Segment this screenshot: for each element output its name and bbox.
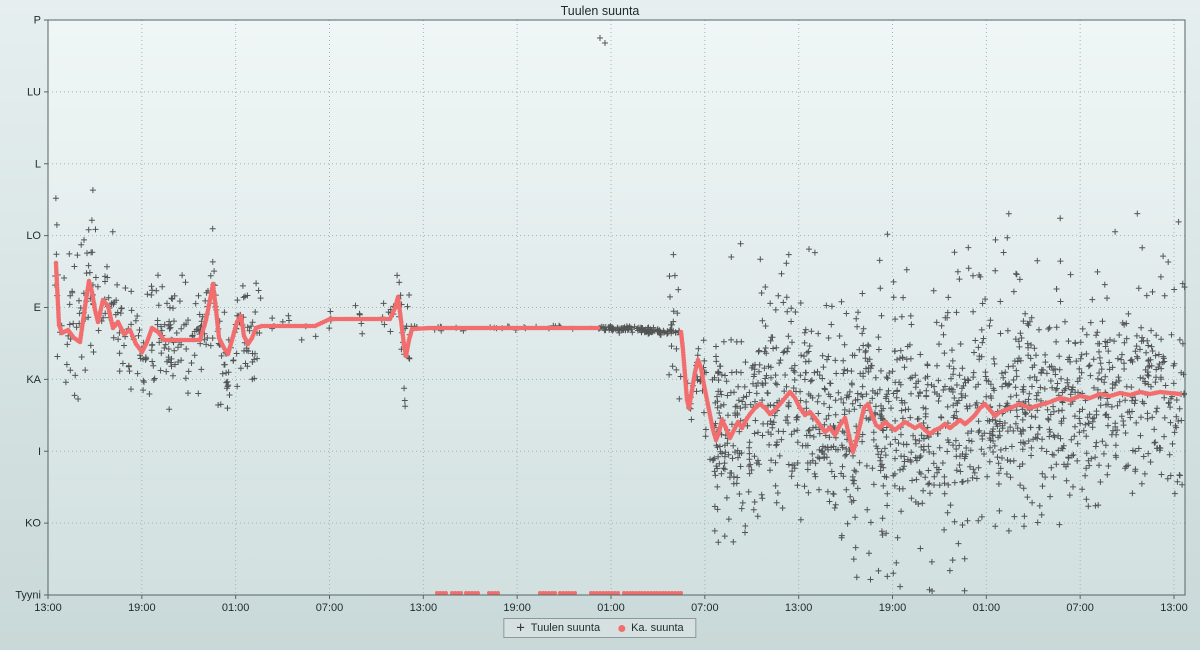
x-axis-label: 13:00 <box>785 602 813 614</box>
y-axis-label: KA <box>26 374 41 386</box>
x-axis-label: 01:00 <box>597 602 625 614</box>
x-axis-label: 13:00 <box>34 602 62 614</box>
x-axis-label: 13:00 <box>1160 602 1188 614</box>
x-axis-label: 07:00 <box>691 602 719 614</box>
y-axis-label: LO <box>26 230 41 242</box>
x-axis-label: 01:00 <box>222 602 250 614</box>
y-axis-label: LU <box>27 86 41 98</box>
x-axis-label: 19:00 <box>128 602 156 614</box>
y-axis-labels: P LU L LO E KA I KO Tyyni <box>15 15 41 602</box>
cross-marker-icon: + <box>516 620 525 636</box>
legend-label-ka-suunta: Ka. suunta <box>631 622 684 634</box>
x-axis-label: 07:00 <box>316 602 344 614</box>
x-axis-label: 13:00 <box>410 602 438 614</box>
legend-item-ka-suunta: Ka. suunta <box>618 622 684 634</box>
y-axis-label: KO <box>25 518 41 530</box>
y-axis-label: L <box>35 158 41 170</box>
x-axis-label: 07:00 <box>1066 602 1094 614</box>
x-axis-label: 19:00 <box>879 602 907 614</box>
chart-title: Tuulen suunta <box>560 4 640 18</box>
y-axis-label: P <box>34 15 41 27</box>
x-axis-labels: 13:00 19:00 01:00 07:00 13:00 19:00 01:00 07:00… <box>34 602 1188 614</box>
dot-marker-icon <box>618 624 626 632</box>
chart-legend: + Tuulen suunta Ka. suunta <box>503 618 697 638</box>
x-axis-label: 01:00 <box>973 602 1001 614</box>
legend-item-tuulen-suunta: + Tuulen suunta <box>516 620 601 636</box>
gridlines <box>48 20 1185 595</box>
y-axis-label: E <box>34 302 41 314</box>
tick-marks <box>44 19 1175 599</box>
y-axis-label: I <box>38 446 41 458</box>
x-axis-label: 19:00 <box>503 602 531 614</box>
y-axis-label: Tyyni <box>15 590 41 602</box>
legend-label-tuulen-suunta: Tuulen suunta <box>530 622 601 634</box>
